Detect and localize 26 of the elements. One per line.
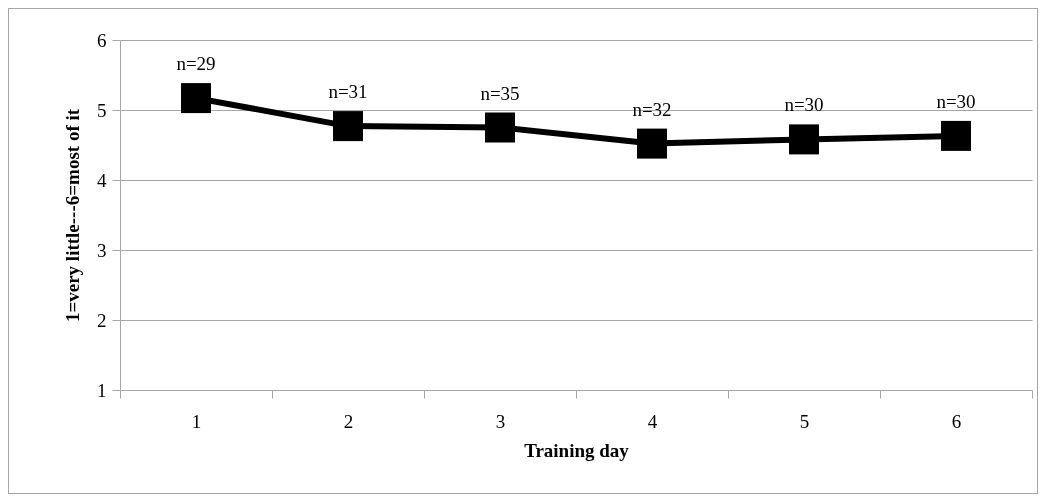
y-tick-label: 5 — [97, 99, 107, 121]
y-axis-title: 1=very little---6=most of it — [62, 108, 83, 323]
x-tick-label: 2 — [343, 410, 354, 432]
x-axis-title: Training day — [524, 439, 630, 461]
x-tick-label: 6 — [951, 410, 962, 432]
point — [333, 111, 363, 142]
annotation: n=31 — [328, 81, 368, 103]
x-tick-label: 4 — [647, 410, 658, 432]
x-tick-label: 1 — [191, 410, 202, 432]
y-tick-label: 4 — [97, 169, 107, 191]
annotation: n=35 — [480, 82, 520, 104]
y-tick-label: 1 — [97, 379, 107, 401]
point — [181, 83, 211, 114]
annotation: n=30 — [936, 90, 976, 112]
annotation: n=30 — [784, 94, 824, 116]
point — [485, 112, 515, 143]
point — [941, 120, 971, 151]
x-tick-label: 5 — [799, 410, 810, 432]
y-tick-label: 3 — [97, 239, 107, 261]
point — [637, 128, 667, 159]
annotation: n=32 — [632, 98, 672, 120]
y-tick-label: 2 — [97, 309, 107, 331]
x-tick-label: 3 — [495, 410, 506, 432]
annotation: n=29 — [176, 53, 216, 75]
y-tick-label: 6 — [97, 29, 107, 51]
point — [789, 124, 819, 155]
